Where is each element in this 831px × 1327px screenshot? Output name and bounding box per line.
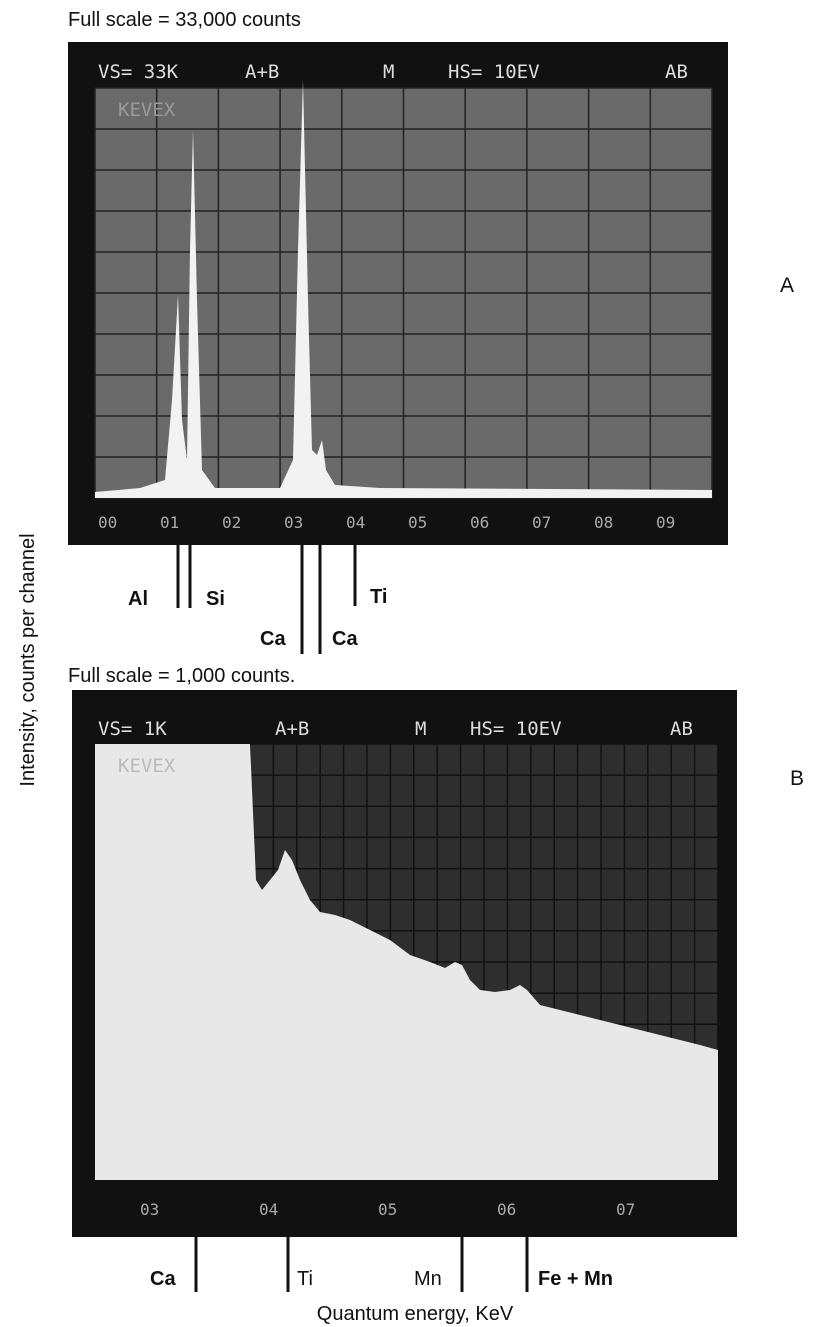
axis-label: 04 <box>346 513 365 532</box>
marker-label: Mn <box>414 1268 442 1290</box>
caption: Full scale = 33,000 counts <box>68 9 301 31</box>
axis-label: 02 <box>222 513 241 532</box>
axis-label: 06 <box>497 1200 516 1219</box>
screen-header: VS= 1K <box>98 718 167 740</box>
marker-lines <box>176 545 357 654</box>
axis-label: 03 <box>284 513 303 532</box>
axis-label: 06 <box>470 513 489 532</box>
x-axis-title: Quantum energy, KeV <box>317 1303 514 1325</box>
marker-label: Ti <box>297 1268 313 1290</box>
marker-label: Ca <box>150 1268 176 1290</box>
axis-label: 04 <box>259 1200 278 1219</box>
marker-label: Fe + Mn <box>538 1268 613 1290</box>
brand: KEVEX <box>118 99 176 121</box>
marker-label: Ti <box>370 586 387 608</box>
axis-label: 05 <box>378 1200 397 1219</box>
axis-label: 03 <box>140 1200 159 1219</box>
screen-header: M <box>415 718 426 740</box>
marker-label: Al <box>128 588 148 610</box>
marker-label: Ca <box>332 628 358 650</box>
marker-label: Ca <box>260 628 286 650</box>
screen-header: AB <box>665 61 688 83</box>
screen-header: A+B <box>245 61 279 83</box>
axis-label: 01 <box>160 513 179 532</box>
marker-lines <box>194 1237 529 1292</box>
spectrum <box>95 744 718 1180</box>
y-axis-title: Intensity, counts per channel <box>17 533 39 786</box>
screen-header: A+B <box>275 718 309 740</box>
screen-header: M <box>383 61 394 83</box>
marker-label: Si <box>206 588 225 610</box>
panel-label: A <box>780 274 794 297</box>
axis-label: 09 <box>656 513 675 532</box>
screen-header: HS= 10EV <box>448 61 540 83</box>
axis-label: 00 <box>98 513 117 532</box>
screen-header: VS= 33K <box>98 61 179 83</box>
panel-label: B <box>790 767 804 790</box>
screen-header: HS= 10EV <box>470 718 562 740</box>
axis-label: 07 <box>532 513 551 532</box>
brand: KEVEX <box>118 755 176 777</box>
axis-label: 08 <box>594 513 613 532</box>
axis-label: 05 <box>408 513 427 532</box>
screen-header: AB <box>670 718 693 740</box>
axis-label: 07 <box>616 1200 635 1219</box>
caption: Full scale = 1,000 counts. <box>68 665 295 687</box>
